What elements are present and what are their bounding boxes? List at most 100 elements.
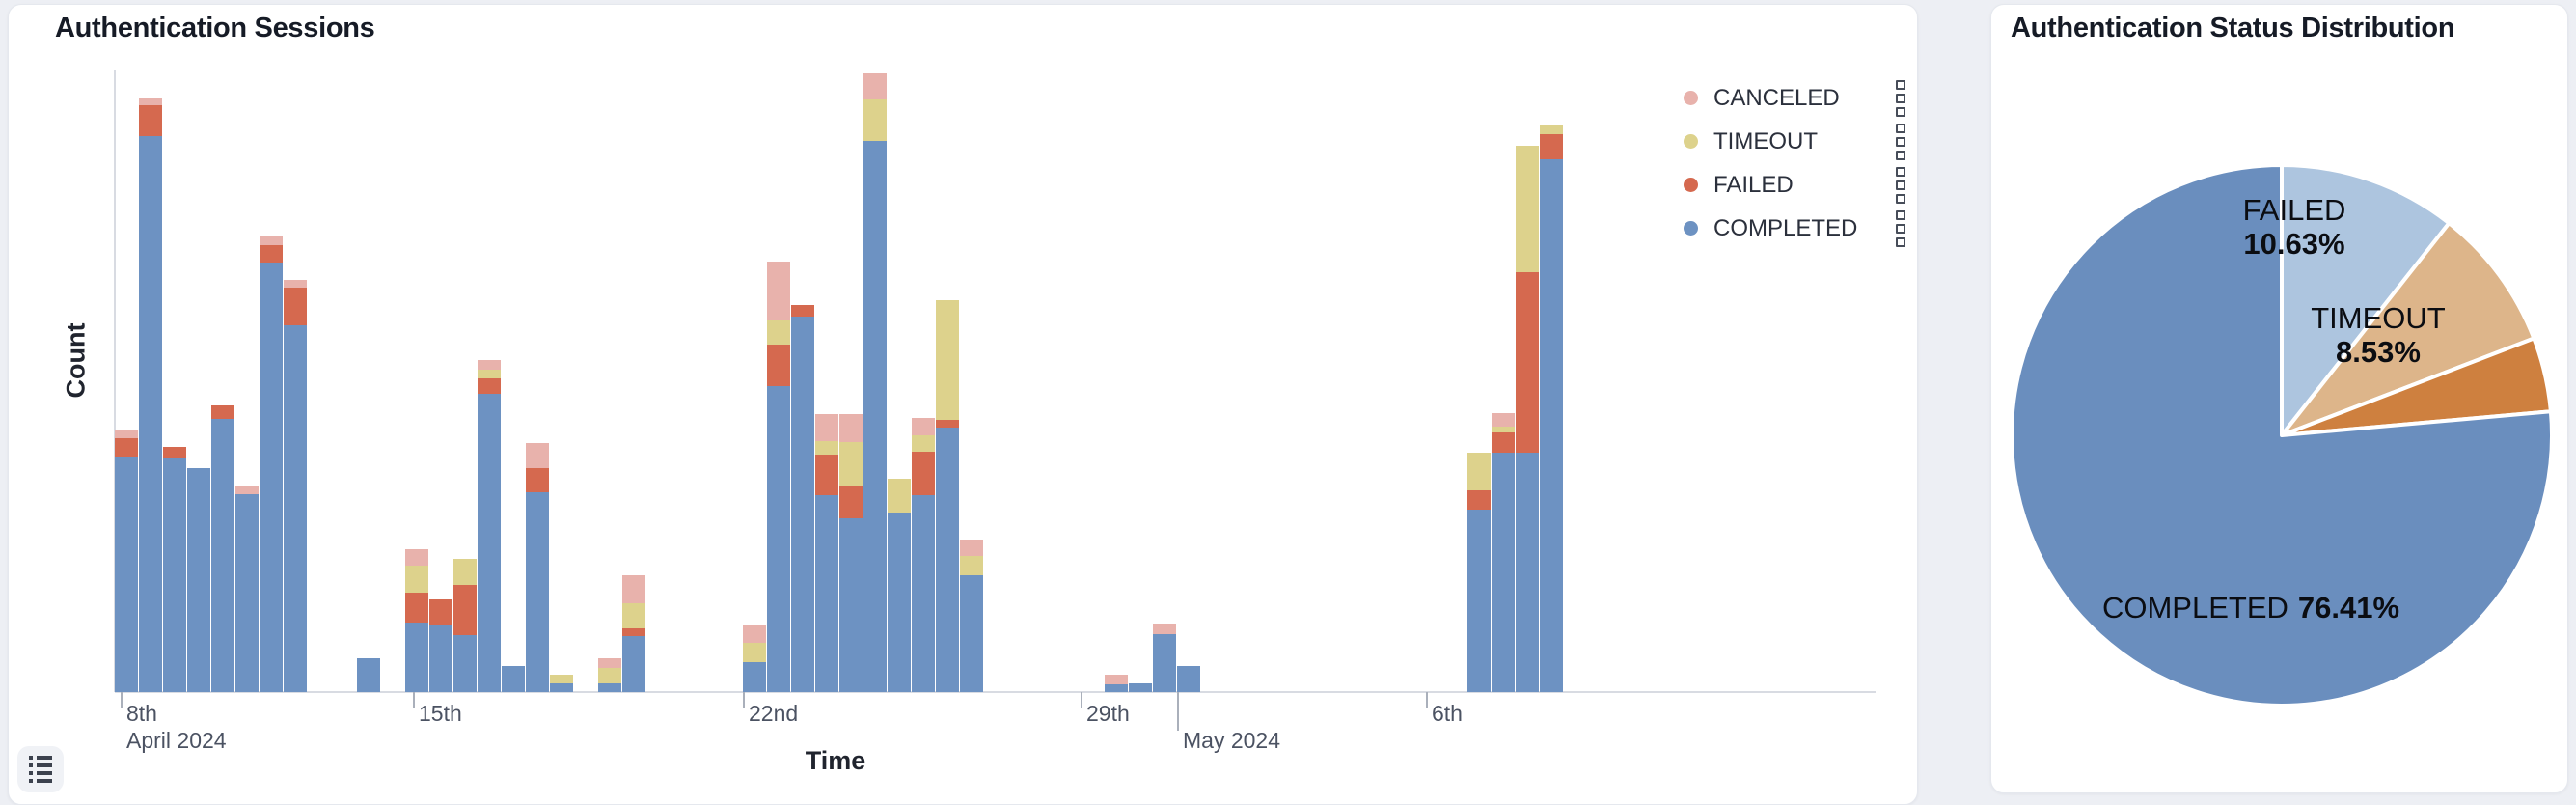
bar-segment-canceled [863, 73, 887, 99]
bar-segment-completed [1105, 684, 1128, 692]
drag-handle-icon[interactable] [1896, 209, 1905, 247]
bar-segment-timeout [453, 559, 477, 585]
bar-segment-completed [187, 468, 210, 692]
bar-segment-completed [1467, 510, 1491, 692]
bar-segment-completed [1516, 453, 1539, 692]
chart-legend: CANCELED TIMEOUT FAILED COMPLETED [1670, 76, 1911, 250]
legend-item-failed[interactable]: FAILED [1670, 163, 1911, 207]
bar-segment-timeout [863, 99, 887, 141]
bar-segment-timeout [405, 566, 428, 593]
bar-segment-completed [260, 263, 283, 692]
legend-label: FAILED [1713, 171, 1794, 198]
bar-623 [598, 658, 621, 692]
bar-segment-failed [767, 345, 790, 386]
bar-segment-failed [791, 305, 814, 317]
bar-segment-canceled [839, 414, 863, 442]
drag-handle-icon[interactable] [1896, 166, 1905, 204]
bar-247 [235, 486, 259, 692]
bar-segment-completed [163, 458, 186, 692]
bar-548 [526, 443, 549, 692]
bar-segment-timeout [622, 603, 645, 628]
bar-segment-failed [912, 452, 935, 495]
bar-segment-canceled [260, 236, 283, 245]
bar-segment-completed [888, 513, 911, 692]
legend-label: COMPLETED [1713, 214, 1858, 241]
bar-498 [478, 360, 501, 692]
legend-item-completed[interactable]: COMPLETED [1670, 207, 1911, 250]
bar-773 [743, 625, 766, 692]
legend-item-timeout[interactable]: TIMEOUT [1670, 120, 1911, 163]
bar-segment-failed [1540, 134, 1563, 159]
bar-948 [912, 418, 935, 692]
drag-handle-icon[interactable] [1896, 123, 1905, 160]
bar-segment-canceled [815, 414, 838, 441]
bar-segment-canceled [1105, 675, 1128, 684]
bar-segment-canceled [622, 575, 645, 603]
pie-chart-canvas[interactable] [1991, 5, 2569, 792]
bar-segment-timeout [1467, 453, 1491, 490]
bar-segment-completed [936, 428, 959, 692]
bar-segment-completed [284, 325, 307, 692]
bar-segment-timeout [550, 675, 573, 683]
bar-segment-canceled [405, 549, 428, 566]
pie-label-completed: COMPLETED 76.41% [2101, 591, 2400, 625]
bar-segment-completed [767, 386, 790, 692]
bar-segment-completed [405, 623, 428, 692]
bar-147 [139, 98, 162, 692]
completed-swatch-icon [1684, 221, 1698, 236]
timeout-swatch-icon [1684, 134, 1698, 149]
bar-segment-failed [139, 105, 162, 136]
bar-segment-canceled [139, 98, 162, 105]
bar-segment-failed [622, 628, 645, 636]
bar-segment-failed [405, 593, 428, 623]
bar-1223 [1177, 666, 1200, 692]
canceled-swatch-icon [1684, 91, 1698, 105]
bar-segment-completed [502, 666, 525, 692]
bar-373 [357, 658, 380, 692]
bar-segment-canceled [284, 280, 307, 288]
bar-segment-completed [960, 575, 983, 692]
bar-segment-completed [235, 494, 259, 692]
bar-122 [115, 430, 138, 692]
bar-segment-timeout [1540, 125, 1563, 134]
pie-slice-timeout [2280, 221, 2536, 437]
bar-297 [284, 280, 307, 692]
bar-segment-completed [429, 625, 452, 692]
bar-segment-failed [163, 447, 186, 458]
bar-segment-failed [815, 455, 838, 495]
drag-handle-icon[interactable] [1896, 79, 1905, 117]
bar-segment-completed [1177, 666, 1200, 692]
bar-segment-completed [1492, 453, 1515, 692]
bar-segment-completed [912, 495, 935, 692]
bar-segment-canceled [767, 262, 790, 320]
bar-segment-timeout [888, 479, 911, 513]
bar-973 [936, 300, 959, 692]
bar-segment-canceled [1492, 413, 1515, 427]
bar-segment-completed [622, 636, 645, 692]
bar-segment-failed [1467, 490, 1491, 510]
bar-segment-canceled [1153, 624, 1176, 634]
bar-272 [260, 236, 283, 692]
bar-segment-failed [429, 599, 452, 625]
bar-segment-timeout [815, 441, 838, 455]
bar-823 [791, 305, 814, 692]
bar-segment-completed [357, 658, 380, 692]
y-axis-title: Count [61, 322, 91, 399]
legend-item-canceled[interactable]: CANCELED [1670, 76, 1911, 120]
bar-648 [622, 575, 645, 692]
bar-segment-failed [936, 420, 959, 428]
bar-segment-completed [115, 457, 138, 692]
svg-text:29th: 29th [1086, 701, 1130, 726]
bar-523 [502, 666, 525, 692]
failed-swatch-icon [1684, 178, 1698, 192]
x-axis-title: Time [805, 746, 866, 775]
bar-segment-failed [211, 405, 234, 419]
bar-segment-failed [526, 468, 549, 492]
bar-798 [767, 262, 790, 692]
bar-1574 [1516, 146, 1539, 692]
legend-toggle-button[interactable] [17, 746, 64, 792]
pie-label-failed: FAILED 10.63% [2242, 193, 2346, 261]
bar-segment-completed [1153, 634, 1176, 692]
bar-segment-completed [743, 662, 766, 692]
